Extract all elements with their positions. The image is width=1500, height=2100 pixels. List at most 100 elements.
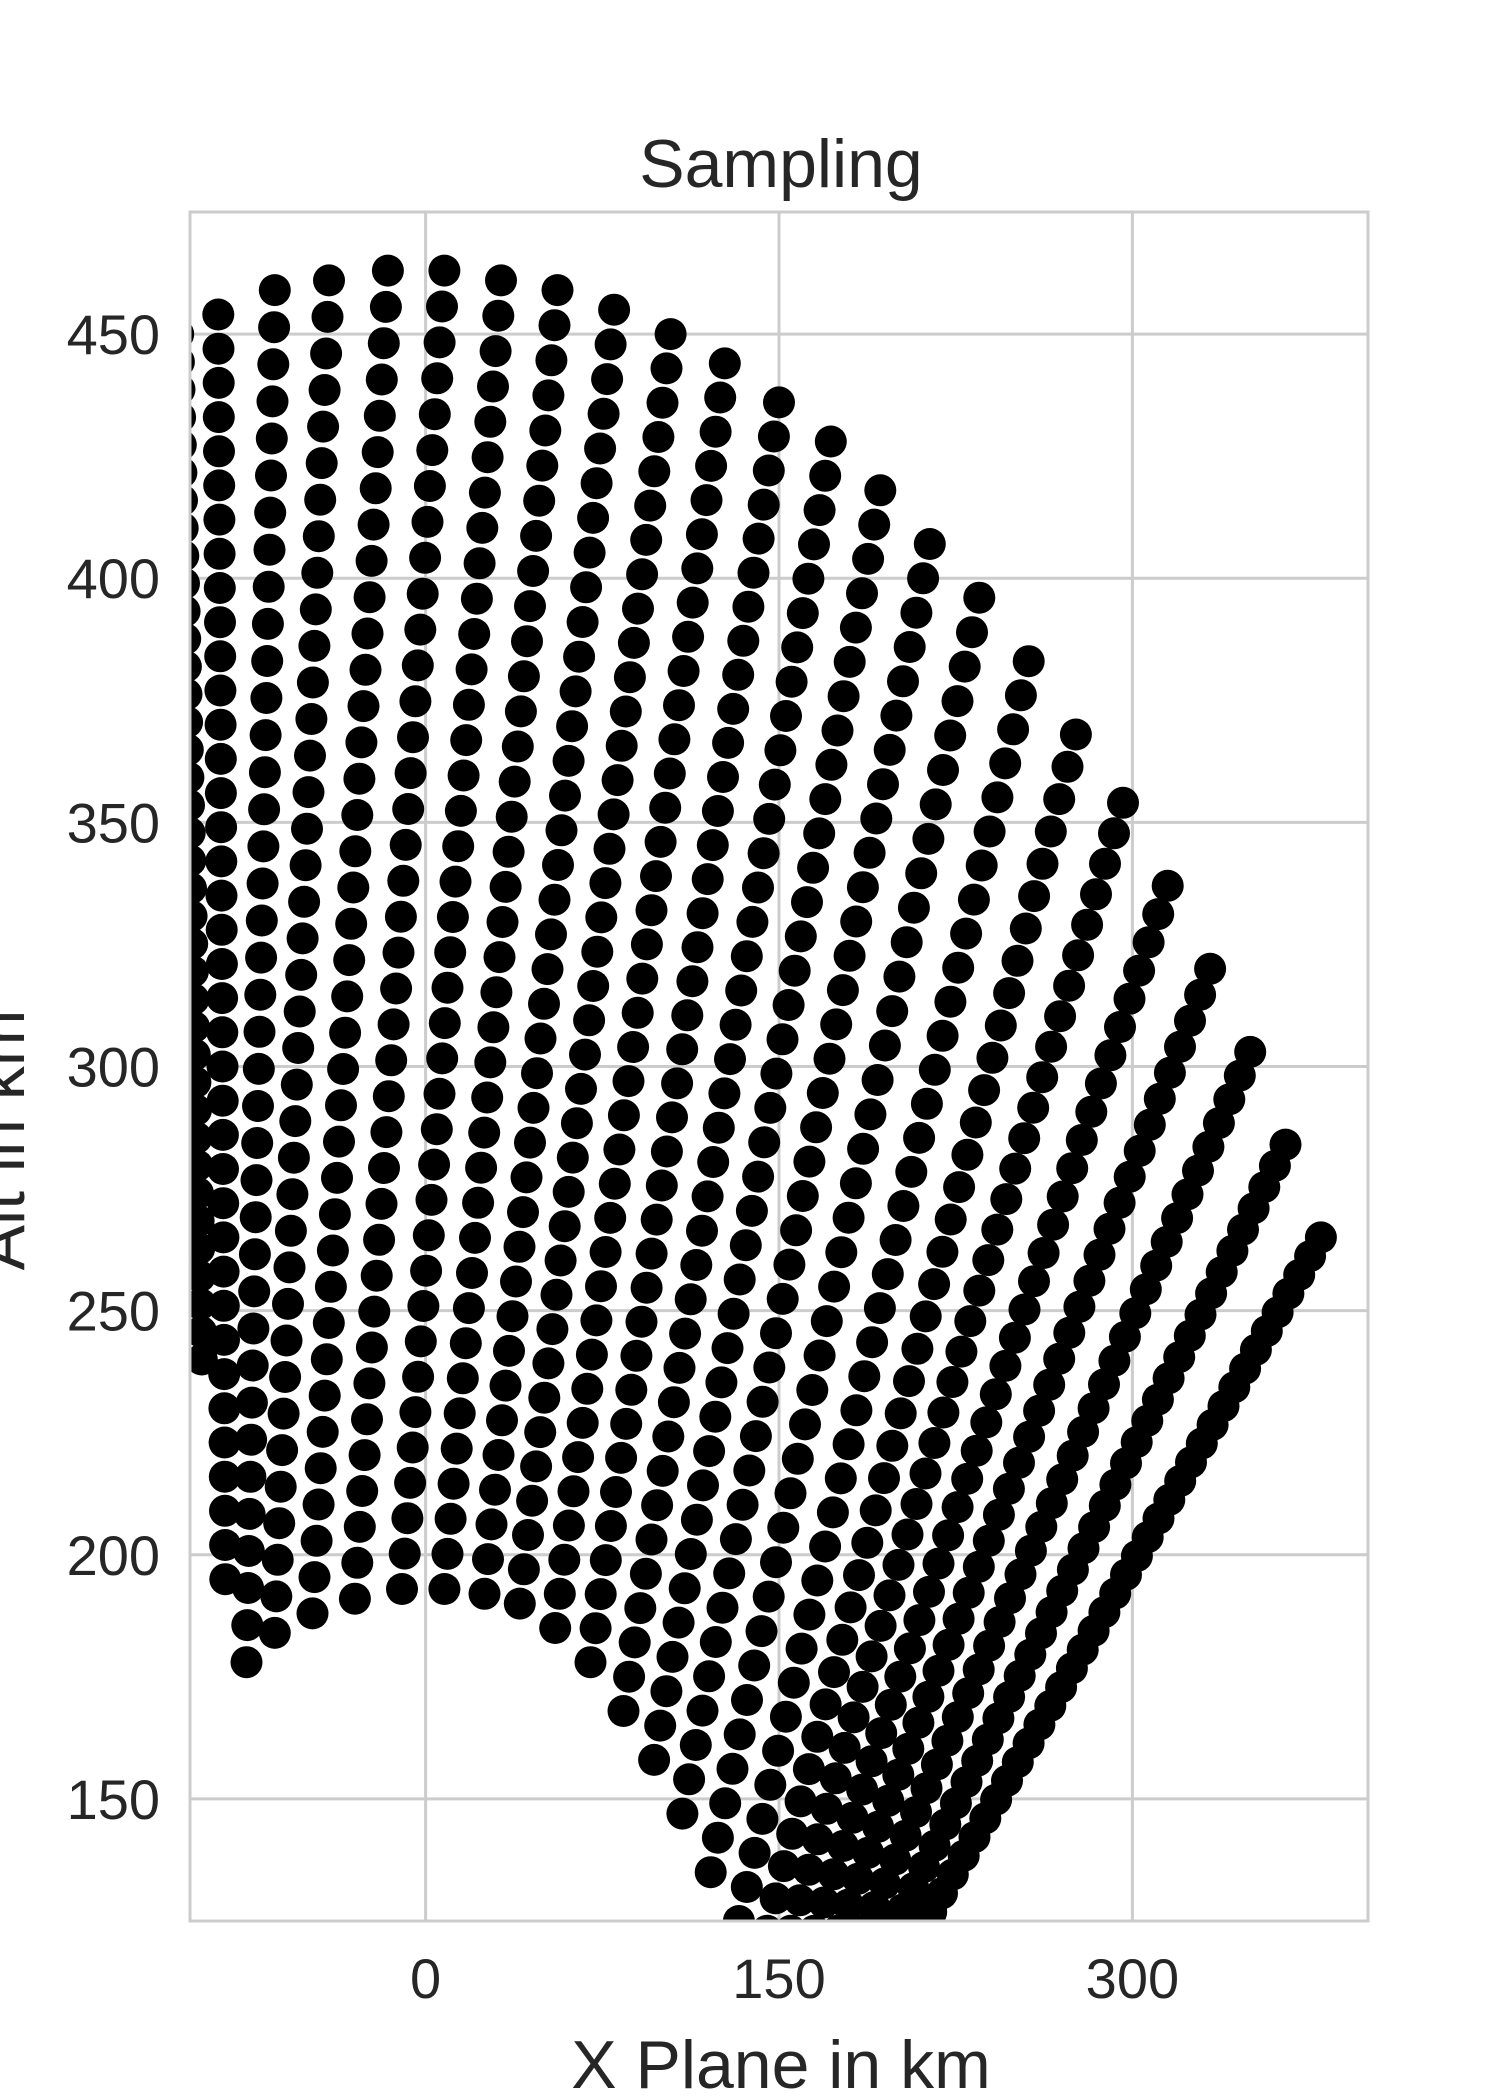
scatter-point <box>1026 1061 1059 1094</box>
scatter-point <box>205 845 238 878</box>
scatter-point <box>989 747 1022 780</box>
scatter-point <box>437 1467 470 1500</box>
scatter-point <box>363 1223 396 1256</box>
scatter-point <box>587 397 620 430</box>
scatter-point <box>351 1403 383 1436</box>
scatter-point <box>912 822 945 855</box>
scatter-point <box>545 814 578 847</box>
scatter-point <box>884 1660 917 1693</box>
scatter-point <box>864 1609 897 1642</box>
scatter-point <box>858 508 891 541</box>
scatter-point <box>882 1548 915 1581</box>
scatter-point <box>397 721 429 754</box>
scatter-point <box>556 710 589 743</box>
scatter-point <box>910 1087 943 1120</box>
scatter-point <box>809 783 842 816</box>
scatter-point <box>531 953 564 986</box>
scatter-point <box>620 1339 653 1372</box>
scatter-point <box>912 1680 945 1713</box>
scatter-point <box>613 1660 646 1693</box>
scatter-point <box>570 571 603 604</box>
scatter-point <box>801 1720 834 1753</box>
scatter-point <box>722 1905 755 1921</box>
scatter-point <box>618 1626 651 1659</box>
scatter-point <box>747 837 780 870</box>
scatter-point <box>973 815 1006 848</box>
scatter-points <box>138 254 1337 1921</box>
scatter-point <box>1089 847 1121 880</box>
scatter-point <box>934 985 967 1018</box>
scatter-point <box>686 1214 718 1247</box>
scatter-point <box>674 1538 707 1570</box>
scatter-point <box>807 1886 840 1919</box>
scatter-point <box>630 523 663 556</box>
scatter-point <box>298 1561 331 1594</box>
scatter-point <box>331 980 364 1013</box>
scatter-point <box>913 528 946 560</box>
scatter-point <box>815 748 848 781</box>
scatter-point <box>205 879 238 912</box>
scatter-point <box>954 1305 987 1338</box>
scatter-point <box>307 410 340 443</box>
scatter-point <box>887 1190 920 1222</box>
y-tick-label: 450 <box>67 303 160 366</box>
scatter-point <box>250 682 283 714</box>
scatter-point <box>778 1914 804 1921</box>
scatter-point <box>421 362 454 395</box>
scatter-point <box>346 1475 379 1507</box>
scatter-point <box>594 1201 627 1234</box>
scatter-point <box>263 1507 296 1540</box>
scatter-point <box>574 1646 607 1679</box>
scatter-point <box>589 1544 622 1577</box>
scatter-point <box>371 254 404 287</box>
scatter-point <box>514 590 546 623</box>
scatter-point <box>543 1577 576 1610</box>
scatter-point <box>981 781 1014 814</box>
scatter-point <box>462 1186 495 1219</box>
scatter-point <box>571 1372 604 1405</box>
scatter-point <box>872 1784 905 1817</box>
scatter-point <box>867 768 899 801</box>
scatter-point <box>832 1888 864 1921</box>
scatter-point <box>948 650 981 683</box>
scatter-point <box>190 431 197 458</box>
scatter-point <box>984 1009 1017 1042</box>
scatter-point <box>803 1339 836 1372</box>
scatter-point <box>656 1101 688 1134</box>
scatter-point <box>416 434 449 467</box>
scatter-point <box>1151 869 1184 902</box>
scatter-point <box>922 1547 955 1580</box>
scatter-point <box>709 1787 742 1820</box>
scatter-point <box>239 1201 272 1234</box>
scatter-point <box>851 1526 884 1559</box>
scatter-point <box>813 1042 846 1075</box>
scatter-point <box>871 1258 904 1291</box>
scatter-point <box>507 1553 540 1586</box>
scatter-point <box>577 501 610 534</box>
scatter-point <box>798 528 830 561</box>
scatter-point <box>681 552 714 585</box>
scatter-point <box>773 1248 806 1281</box>
scatter-point <box>375 1044 408 1077</box>
scatter-point <box>204 777 237 810</box>
scatter-point <box>826 974 859 1007</box>
scatter-point <box>705 1366 738 1399</box>
scatter-point <box>909 1300 942 1333</box>
scatter-point <box>310 337 343 370</box>
scatter-point <box>444 794 477 827</box>
scatter-point <box>468 1116 501 1149</box>
scatter-point <box>932 1628 965 1661</box>
scatter-point <box>786 1180 819 1212</box>
scatter-point <box>1084 1067 1117 1100</box>
scatter-point <box>679 1729 712 1761</box>
scatter-point <box>190 1038 211 1071</box>
scatter-point <box>504 695 537 728</box>
scatter-point <box>810 1305 843 1338</box>
scatter-point <box>837 1701 870 1734</box>
scatter-point <box>276 1178 309 1211</box>
scatter-point <box>832 1428 865 1461</box>
scatter-point <box>138 854 170 886</box>
scatter-point <box>207 1187 240 1220</box>
scatter-point <box>650 1135 683 1168</box>
scatter-point <box>474 405 507 438</box>
